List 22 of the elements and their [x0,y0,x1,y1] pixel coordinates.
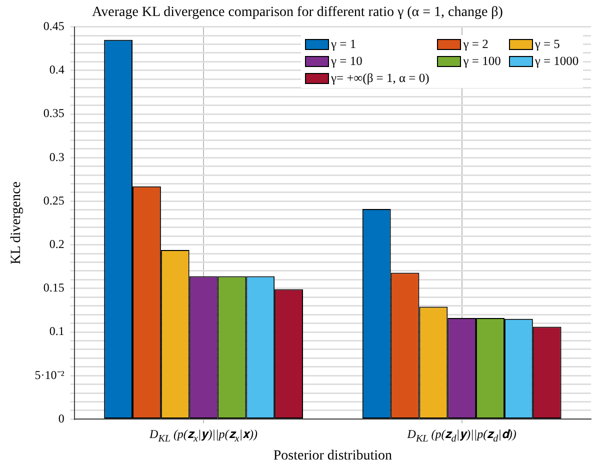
y-tick-label: 0.4 [49,62,64,77]
legend-label: γ = 10 [331,54,362,69]
y-tick-label: 5·10⁻² [34,368,65,382]
y-tick-label: 0.2 [49,236,64,251]
legend-label: γ = 5 [534,36,560,52]
y-tick-label: 0.45 [43,18,64,33]
y-tick-label: 0.35 [43,106,64,120]
y-axis-title: KL divergence [9,182,24,264]
y-tick-label: 0.25 [43,193,64,208]
x-tick-label: D$_{KL}$ (p(𝐳$_{x}$|𝐲)||p(𝐳$_{x}$|𝐱)) [150,427,258,445]
y-tick-label: 0 [58,411,64,426]
legend-label: γ = 1 [331,36,356,52]
y-tick-label: 0.3 [49,150,64,164]
chart-title: Average KL divergence comparison for different ratio γ (α = 1, change β) [92,5,504,20]
legend-label: γ = 1000 [534,54,579,69]
y-tick-label: 0.1 [49,324,64,338]
legend-label: γ= +∞(β = 1, α = 0) [331,70,430,86]
legend-label: γ = 2 [463,36,488,52]
y-tick-label: 0.15 [43,280,64,295]
x-axis-title: Posterior distribution [273,448,392,464]
legend-label: γ = 100 [463,54,501,69]
x-tick-label: D$_{KL}$ (p(𝐳$_{d}$|𝐲)||p(𝐳$_{d}$|𝐝)) [407,427,516,445]
